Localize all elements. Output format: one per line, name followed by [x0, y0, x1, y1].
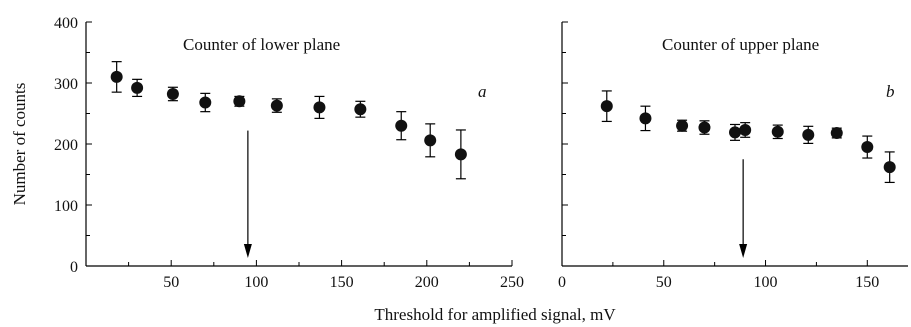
marker: [313, 101, 326, 114]
panel-a-threshold-arrow: [243, 130, 252, 258]
data-point: [600, 90, 613, 123]
marker: [861, 141, 874, 154]
data-point: [454, 129, 467, 180]
marker: [110, 70, 123, 83]
x-tick-label: 150: [855, 274, 879, 291]
marker: [233, 95, 246, 108]
data-point: [166, 86, 179, 102]
arrow-head: [243, 244, 252, 258]
y-tick-label: 100: [54, 198, 78, 215]
y-tick-label: 400: [54, 15, 78, 32]
panel-b-x-ticks: 0 50 100 150: [558, 260, 879, 291]
marker: [454, 148, 467, 161]
y-axis-label: Number of counts: [10, 83, 29, 206]
y-tick-label: 0: [70, 259, 78, 276]
marker: [771, 125, 784, 138]
marker: [729, 126, 741, 139]
x-axis-label: Threshold for amplified signal, mV: [374, 305, 616, 324]
marker: [802, 128, 815, 141]
x-tick-label: 100: [754, 274, 778, 291]
data-point: [729, 123, 741, 141]
panel-b-threshold-arrow: [739, 159, 748, 258]
panel-a-title: Counter of lower plane: [183, 35, 340, 54]
panel-b: 0 50 100 150 Counter of upper plane b: [558, 21, 908, 291]
marker: [354, 103, 367, 116]
panel-a-x-ticks: 50 100 150 200 250: [128, 260, 524, 291]
data-point: [395, 111, 408, 141]
y-tick-label: 200: [54, 137, 78, 154]
data-point: [313, 95, 326, 119]
data-point: [110, 61, 123, 93]
panel-a-points: [110, 61, 467, 180]
panel-b-label: b: [886, 82, 895, 101]
x-tick-label: 0: [558, 274, 566, 291]
marker: [830, 127, 843, 140]
x-tick-label: 50: [656, 274, 672, 291]
data-point: [830, 127, 843, 140]
marker: [270, 99, 283, 112]
marker: [883, 161, 896, 174]
marker: [395, 119, 408, 132]
marker: [739, 123, 752, 136]
x-tick-label: 150: [330, 274, 354, 291]
panel-a-label: a: [478, 82, 487, 101]
arrow-head: [739, 244, 748, 258]
data-point: [131, 78, 144, 98]
data-point: [424, 123, 437, 158]
marker: [639, 112, 652, 125]
panel-a: 0 100 200 300 400 50 100 150 200 250 Counter of …: [10, 15, 524, 291]
data-point: [771, 124, 784, 140]
data-point: [739, 122, 752, 138]
marker: [676, 119, 689, 132]
data-point: [802, 125, 815, 144]
panel-b-points: [600, 90, 896, 184]
marker: [166, 87, 179, 100]
data-point: [199, 92, 212, 113]
data-point: [233, 95, 246, 108]
panel-b-y-ticks: [562, 21, 568, 267]
data-point: [698, 120, 711, 135]
x-tick-label: 50: [163, 274, 179, 291]
marker: [600, 100, 613, 113]
marker: [131, 81, 144, 94]
x-tick-label: 200: [415, 274, 439, 291]
data-point: [861, 135, 874, 159]
data-point: [676, 119, 689, 132]
x-tick-label: 250: [500, 274, 524, 291]
data-point: [270, 98, 283, 113]
data-point: [639, 105, 652, 132]
marker: [424, 134, 437, 147]
panel-a-y-ticks: 0 100 200 300 400: [54, 15, 92, 276]
marker: [698, 121, 711, 134]
panel-b-title: Counter of upper plane: [662, 35, 819, 54]
marker: [199, 96, 212, 109]
x-tick-label: 100: [244, 274, 268, 291]
data-point: [354, 100, 367, 118]
y-tick-label: 300: [54, 76, 78, 93]
data-point: [883, 151, 896, 184]
